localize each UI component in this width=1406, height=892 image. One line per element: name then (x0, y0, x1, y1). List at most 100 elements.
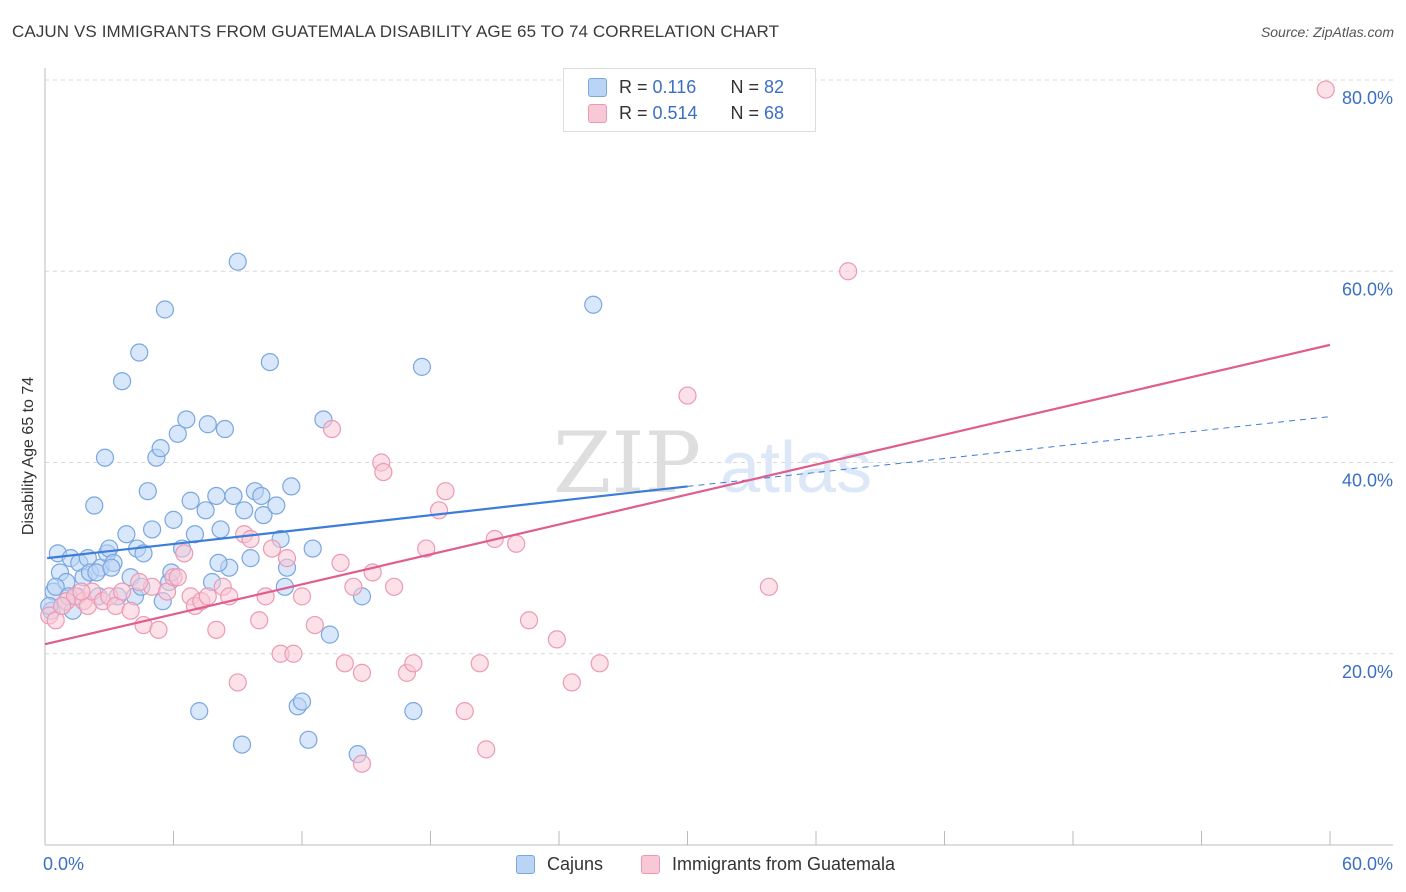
guatemala-point (455, 702, 474, 721)
cajun-point (241, 549, 260, 568)
legend-r-value: 0.514 (652, 102, 698, 123)
guatemala-point (207, 620, 226, 639)
guatemala-point (429, 501, 449, 520)
guatemala-trend-line (44, 343, 1331, 646)
cajun-point (260, 352, 279, 372)
guatemala-point (130, 572, 149, 592)
watermark-zip: ZIP (553, 414, 701, 512)
trend-lines (44, 343, 1331, 646)
cajun-point (168, 424, 187, 443)
cajun-point (151, 439, 170, 458)
watermark: ZIP atlas (553, 414, 872, 512)
cajun-point (404, 702, 423, 721)
guatemala-point (436, 482, 455, 501)
legend-r-label: R = (619, 102, 653, 123)
bottom-legend-label-cajuns: Cajuns (547, 853, 604, 874)
guatemala-point (168, 568, 187, 587)
cajun-trend-line (47, 485, 688, 560)
guatemala-point (121, 601, 140, 620)
cajun-point (228, 252, 247, 271)
cajun-point (181, 491, 200, 510)
guatemala-point (72, 582, 91, 601)
bottom-legend-guatemala[interactable]: Immigrants from Guatemala (641, 852, 895, 876)
cajun-point (282, 477, 301, 496)
cajun-point (130, 343, 149, 362)
legend-swatch-cajuns (588, 77, 607, 97)
cajun-point (190, 702, 209, 721)
legend-n-label: N = (730, 76, 765, 97)
legend-r-label: R = (619, 76, 653, 97)
cajun-point (303, 539, 322, 558)
y-tick-label: 80.0% (1342, 88, 1393, 108)
cajun-trend-extension (687, 416, 1331, 487)
guatemala-point (241, 529, 260, 549)
guatemala-point (277, 549, 297, 568)
cajun-point (177, 410, 196, 429)
cajun-point (584, 295, 603, 314)
cajun-point (164, 510, 183, 529)
guatemala-point (590, 654, 609, 673)
guatemala-point (507, 534, 526, 553)
guatemala-point (331, 553, 350, 573)
guatemala-point (352, 663, 372, 682)
guatemala-point (250, 611, 269, 630)
guatemala-point (292, 587, 312, 606)
y-tick-label: 20.0% (1342, 662, 1393, 682)
cajun-point (215, 419, 234, 439)
cajun-point (142, 520, 162, 539)
legend-r-value: 0.116 (652, 76, 697, 97)
guatemala-point (1316, 80, 1335, 99)
guatemala-point (228, 673, 247, 692)
bottom-legend-cajuns[interactable]: Cajuns (516, 852, 603, 876)
guatemala-point (759, 577, 778, 596)
guatemala-point (175, 544, 194, 563)
guatemala-point (384, 577, 404, 596)
guatemala-point (519, 611, 539, 630)
watermark-atlas: atlas (720, 428, 872, 508)
axes (44, 68, 1393, 846)
cajun-point (87, 563, 106, 582)
cajun-point (198, 415, 217, 434)
guatemala-point (470, 654, 489, 673)
guatemala-point (262, 539, 282, 558)
guatemala-point (562, 673, 581, 692)
cajun-point (138, 482, 157, 501)
legend-swatch-guatemala (588, 103, 607, 123)
guatemala-point (477, 740, 496, 759)
cajun-point (95, 448, 115, 467)
cajun-point (224, 486, 243, 506)
cajun-point (235, 501, 254, 520)
bottom-legend-label-guatemala: Immigrants from Guatemala (672, 853, 896, 874)
source-label: Source: ZipAtlas.com (1260, 24, 1394, 40)
cajun-point (209, 553, 228, 573)
x-tick-label: 0.0% (43, 854, 84, 874)
cajun-point (252, 486, 271, 506)
cajun-point (267, 496, 286, 515)
guatemala-point (352, 754, 372, 773)
guatemala-point (344, 577, 363, 596)
legend: R = 0.116 N = 82 R = 0.514 N = 68 (563, 68, 816, 132)
chart-title: CAJUN VS IMMIGRANTS FROM GUATEMALA DISAB… (12, 22, 780, 41)
cajun-point (185, 525, 205, 544)
guatemala-point (149, 620, 168, 639)
cajun-point (155, 300, 175, 319)
cajun-point (117, 525, 136, 544)
cajun-point (211, 520, 230, 539)
guatemala-point (305, 615, 324, 635)
bottom-legend-swatch-cajuns (516, 854, 535, 874)
guatemala-point (404, 654, 423, 673)
cajun-point (232, 735, 252, 754)
y-axis-title: Disability Age 65 to 74 (20, 376, 37, 536)
cajun-point (207, 486, 226, 506)
cajun-point (196, 501, 215, 520)
cajun-point (102, 558, 121, 577)
guatemala-point (284, 644, 303, 663)
tick-labels: 20.0% 40.0% 60.0% 80.0% 0.0% 60.0% (43, 88, 1393, 874)
cajun-point (85, 496, 104, 515)
bottom-legend-swatch-guatemala (641, 854, 660, 874)
guatemala-point (53, 596, 72, 616)
guatemala-point (839, 262, 858, 281)
cajun-point (254, 505, 273, 525)
cajun-point (412, 357, 432, 376)
